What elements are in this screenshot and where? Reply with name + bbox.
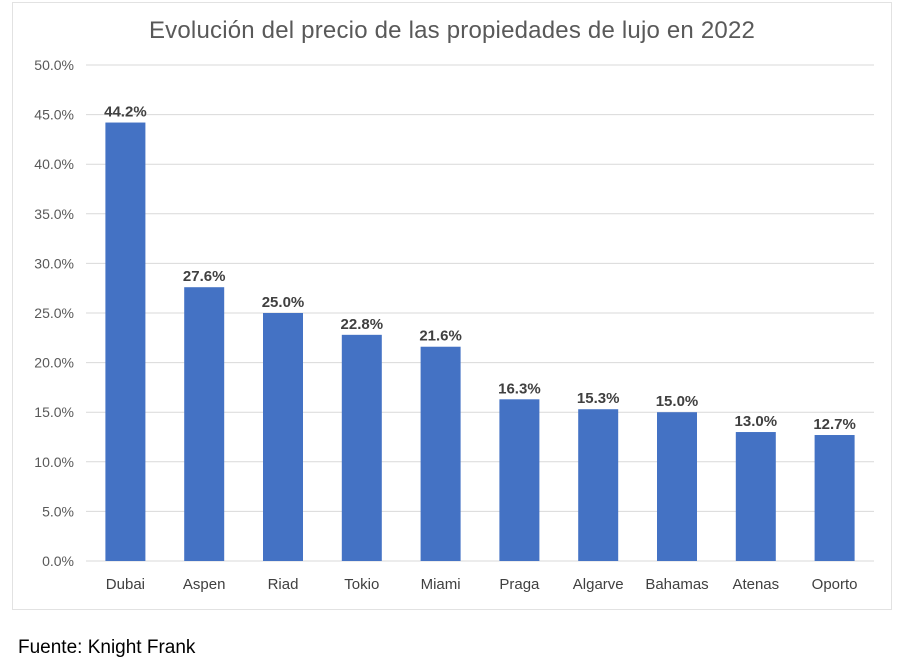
x-tick-label: Bahamas: [645, 576, 708, 593]
data-label: 12.7%: [813, 416, 856, 433]
source-note: Fuente: Knight Frank: [18, 637, 196, 658]
data-label: 13.0%: [735, 413, 778, 430]
x-tick-label: Riad: [268, 576, 299, 593]
y-tick-label: 5.0%: [42, 503, 74, 519]
data-label: 27.6%: [183, 268, 226, 285]
x-tick-label: Dubai: [106, 576, 145, 593]
bar: [499, 399, 540, 561]
data-label: 44.2%: [104, 104, 147, 121]
data-label: 22.8%: [341, 316, 384, 333]
data-label: 21.6%: [419, 328, 462, 345]
bar: [341, 334, 382, 561]
data-label: 16.3%: [498, 380, 541, 397]
bar: [814, 435, 855, 561]
data-label: 25.0%: [262, 294, 305, 311]
y-tick-label: 50.0%: [34, 57, 74, 73]
y-tick-label: 15.0%: [34, 404, 74, 420]
y-tick-label: 45.0%: [34, 107, 74, 123]
x-tick-label: Miami: [421, 576, 461, 593]
bar: [105, 122, 146, 561]
chart-title: Evolución del precio de las propiedades …: [148, 17, 756, 44]
x-tick-label: Atenas: [732, 576, 779, 593]
bar-chart: 0.0% 5.0% 10.0% 15.0% 20.0% 25.0% 30.0% 35.0% 40…: [34, 57, 874, 593]
x-tick-label: Praga: [499, 576, 540, 593]
x-tick-label: Oporto: [812, 576, 858, 593]
y-tick-label: 40.0%: [34, 156, 74, 172]
y-tick-label: 20.0%: [34, 355, 74, 371]
bar: [578, 409, 619, 561]
bar: [263, 313, 303, 561]
x-tick-label: Aspen: [183, 576, 226, 593]
y-tick-label: 30.0%: [34, 255, 74, 271]
bar: [184, 287, 225, 561]
x-tick-label: Algarve: [573, 576, 624, 593]
bar: [657, 412, 697, 561]
bar: [420, 346, 461, 561]
y-tick-label: 0.0%: [42, 553, 74, 569]
data-label: 15.3%: [577, 390, 620, 407]
y-tick-label: 10.0%: [34, 454, 74, 470]
y-tick-label: 25.0%: [34, 305, 74, 321]
y-tick-label: 35.0%: [34, 206, 74, 222]
x-tick-label: Tokio: [344, 576, 379, 593]
data-label: 15.0%: [656, 393, 699, 410]
bar: [735, 432, 776, 561]
